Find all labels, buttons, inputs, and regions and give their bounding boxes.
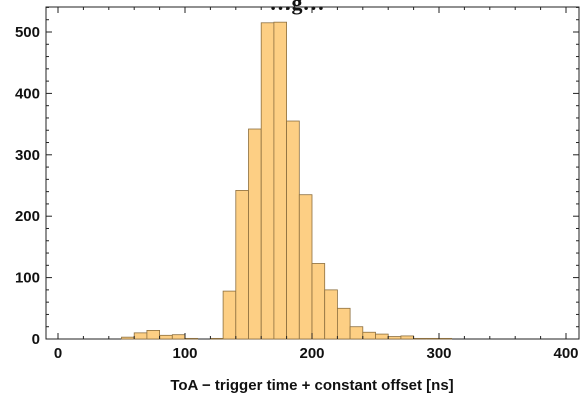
histogram-bar [222, 290, 237, 340]
histogram-bar [387, 336, 402, 340]
histogram-bar [248, 128, 262, 340]
histogram-bar [146, 330, 160, 340]
histogram-bar [336, 307, 351, 340]
histogram-bar [324, 289, 338, 340]
y-tick-label: 200 [15, 208, 40, 225]
histogram-bar [209, 337, 224, 340]
x-tick-label: 400 [553, 345, 578, 362]
histogram-bar [311, 263, 326, 340]
histogram-bar [438, 337, 453, 340]
histogram-bar [133, 332, 148, 340]
histogram-bar [362, 331, 376, 340]
histogram-bar [425, 337, 440, 340]
x-tick-label: 300 [426, 345, 451, 362]
bars-layer [121, 21, 453, 340]
histogram-bar [273, 21, 287, 340]
y-tick-label: 0 [32, 331, 40, 348]
histogram-bar [121, 336, 135, 340]
x-axis-label: ToA − trigger time + constant offset [ns… [170, 377, 453, 394]
y-tick-label: 500 [15, 24, 40, 41]
histogram-bar [171, 334, 186, 340]
histogram-bar [159, 334, 173, 340]
y-tick-label: 300 [15, 147, 40, 164]
y-axis-ticks: 0 100 200 300 400 500 [15, 6, 579, 348]
histogram-bar [413, 337, 427, 340]
y-tick-label: 400 [15, 85, 40, 102]
y-tick-label: 100 [15, 270, 40, 287]
histogram-bar [235, 190, 249, 340]
x-tick-label: 0 [54, 345, 62, 362]
histogram-bar [260, 22, 275, 340]
x-tick-label: 100 [172, 345, 197, 362]
histogram-bar [298, 194, 313, 340]
histogram-bar [286, 120, 300, 340]
x-tick-label: 200 [299, 345, 324, 362]
histogram-bar [375, 333, 389, 340]
histogram-bar [400, 335, 414, 340]
x-axis-ticks: 0 100 200 300 400 [54, 7, 579, 362]
histogram-bar [184, 337, 199, 340]
histogram-bar [349, 326, 364, 340]
